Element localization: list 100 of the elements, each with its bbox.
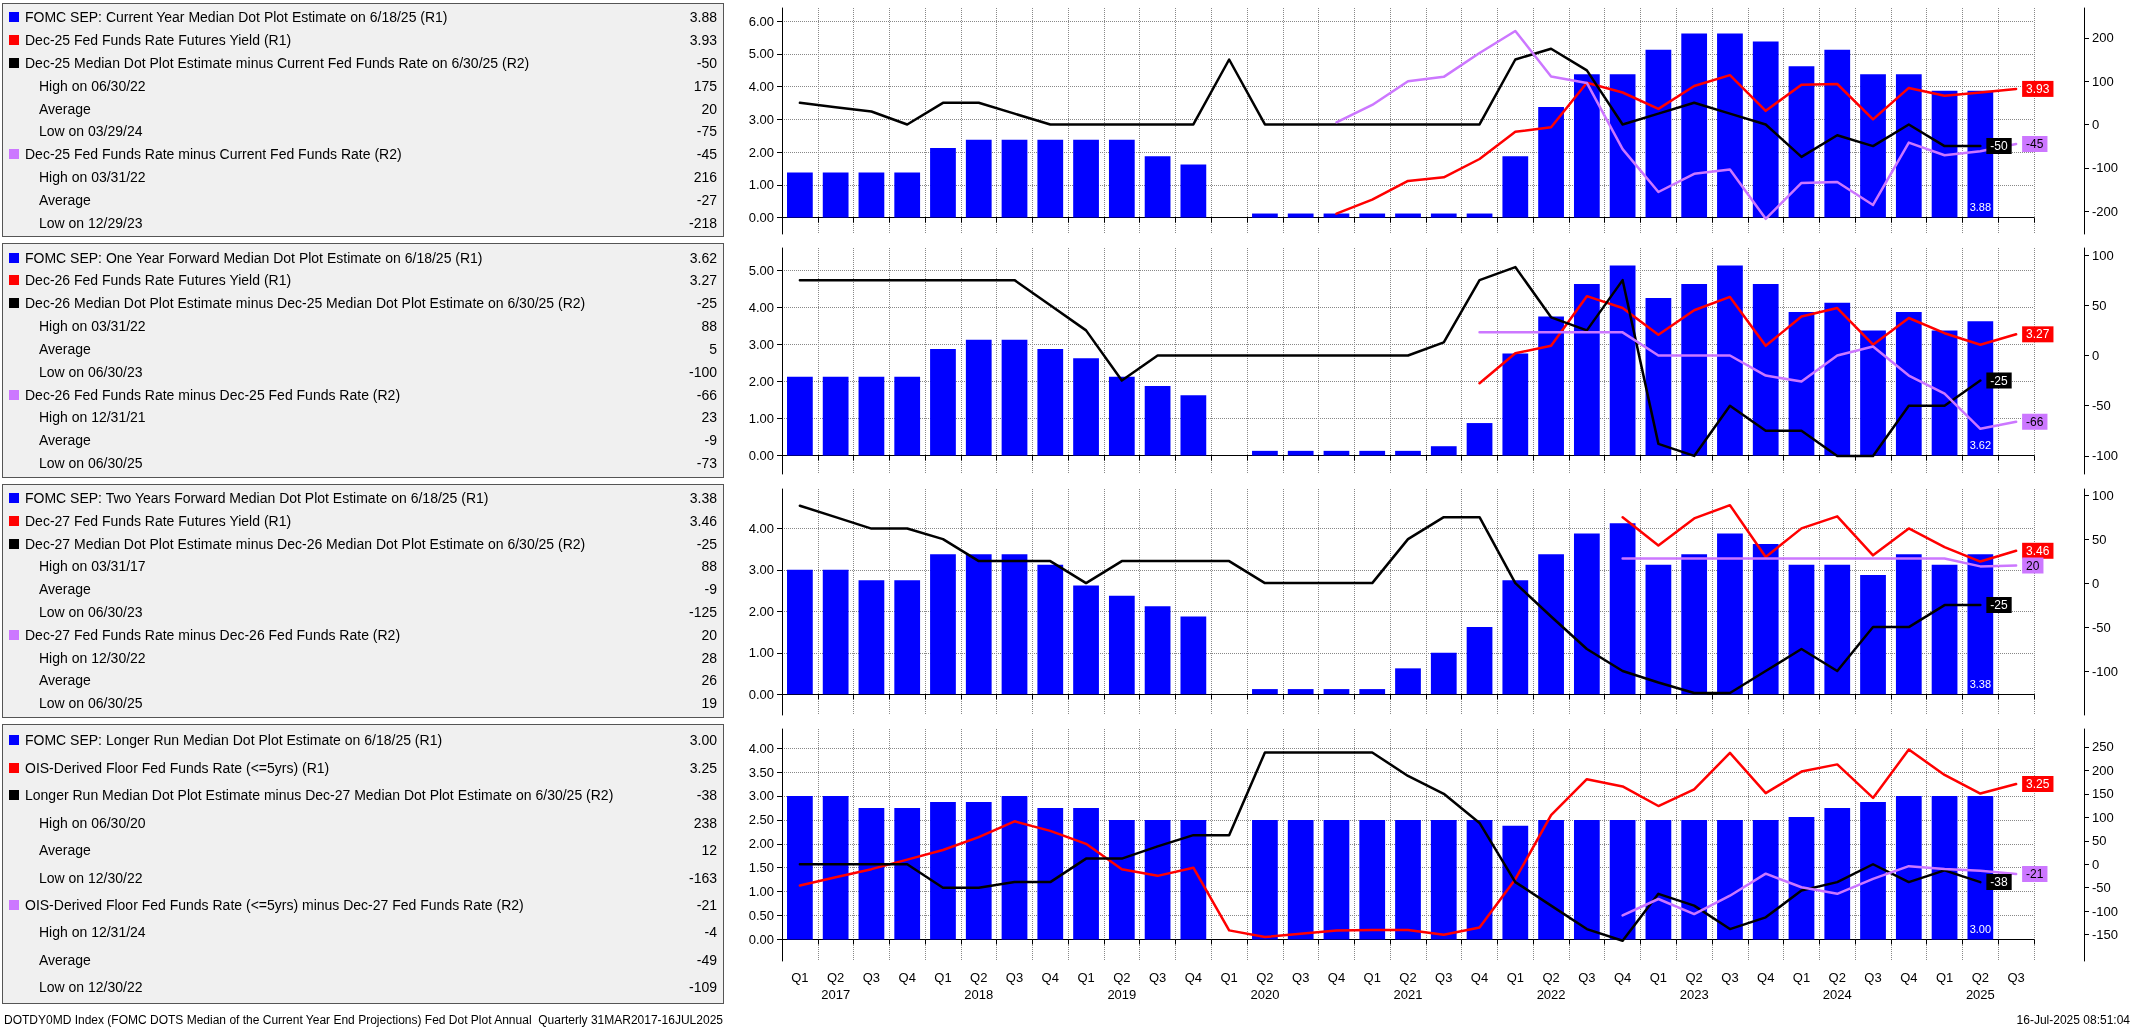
bar xyxy=(1645,564,1672,694)
bar xyxy=(1144,386,1171,456)
text: -4 xyxy=(703,924,717,941)
text: -9 xyxy=(703,581,717,598)
bar xyxy=(1752,543,1779,694)
text: Average xyxy=(39,672,92,689)
bar xyxy=(1752,41,1779,218)
x-tick-label: Q1 xyxy=(1935,969,1954,985)
data-label: -38 xyxy=(1990,874,2009,889)
text: 3.62 xyxy=(689,249,717,266)
text: 20 xyxy=(701,626,717,643)
y2-tick-label: 100 xyxy=(2092,73,2114,89)
x-tick-label: Q1 xyxy=(1363,969,1381,985)
y-tick-label: 0.00 xyxy=(748,931,774,947)
y-tick-label: 3.50 xyxy=(748,764,774,780)
bar xyxy=(1180,616,1207,694)
bar xyxy=(1037,349,1064,456)
bar xyxy=(858,172,885,218)
y2-tick-label: 150 xyxy=(2092,786,2114,802)
y-tick-label: 3.00 xyxy=(748,788,774,804)
bar xyxy=(965,801,992,940)
x-tick-label: Q2 2019 xyxy=(1107,969,1137,1002)
bar xyxy=(1824,807,1851,940)
bar xyxy=(1860,574,1886,694)
bar xyxy=(1860,801,1886,940)
y-tick-label: 1.00 xyxy=(748,177,774,193)
bar xyxy=(1359,819,1386,940)
text: Low on 03/29/24 xyxy=(39,123,144,140)
bar xyxy=(1180,395,1207,456)
legend-label: Dec-25 Fed Funds Rate Futures Yield (R1) xyxy=(25,32,293,49)
text: 28 xyxy=(700,649,717,666)
bar xyxy=(1466,423,1493,456)
legend-label: Dec-26 Fed Funds Rate Futures Yield (R1) xyxy=(25,272,293,289)
y-tick-label: 4.00 xyxy=(748,520,774,536)
bar xyxy=(1037,139,1064,218)
bar xyxy=(1359,213,1386,218)
bar xyxy=(1001,139,1028,218)
bar xyxy=(894,807,921,940)
bar xyxy=(1252,213,1278,218)
x-tick-label: Q3 xyxy=(1721,969,1739,985)
text: Low on 12/29/23 xyxy=(39,214,144,231)
bar xyxy=(1895,312,1922,456)
text: 19 xyxy=(700,695,717,712)
bar xyxy=(1895,74,1922,218)
x-tick-label: Q2 2018 xyxy=(964,969,994,1002)
text: -109 xyxy=(687,979,717,996)
bar xyxy=(1681,33,1708,218)
text: High on 06/30/22 xyxy=(39,77,147,94)
text: Low on 12/30/22 xyxy=(39,979,144,996)
bar xyxy=(1931,330,1958,456)
y-tick-label: 5.00 xyxy=(748,46,774,62)
text: High on 03/31/22 xyxy=(39,318,147,335)
bar xyxy=(1466,213,1493,218)
bar xyxy=(1466,626,1493,694)
bar xyxy=(1895,553,1922,694)
text: -9 xyxy=(703,432,717,449)
bar xyxy=(1717,533,1743,694)
bar xyxy=(1430,819,1457,940)
data-label: 20 xyxy=(2026,558,2040,573)
bar xyxy=(1466,819,1493,940)
text: 3.00 xyxy=(689,732,717,749)
y2-tick-label: 200 xyxy=(2092,762,2114,778)
x-tick-label: Q1 xyxy=(791,969,809,985)
y-tick-label: 1.50 xyxy=(748,859,774,875)
bar xyxy=(822,377,849,456)
bar xyxy=(894,172,921,218)
text: Average xyxy=(39,842,92,859)
y2-tick-label: 250 xyxy=(2092,739,2114,755)
bar xyxy=(1144,605,1171,694)
text: -38 xyxy=(696,787,717,804)
bar xyxy=(1645,49,1672,218)
x-tick-label: Q1 xyxy=(1220,969,1238,985)
legend-label: FOMC SEP: Longer Run Median Dot Plot Estimate on 6/18/25 (R1) xyxy=(25,732,444,749)
bar xyxy=(1287,213,1314,218)
bar xyxy=(1037,807,1064,940)
text: Average xyxy=(39,581,92,598)
data-label: 3.93 xyxy=(2026,81,2050,96)
text: -21 xyxy=(696,896,717,913)
bar xyxy=(1252,688,1278,694)
text: DOTDY0MD Index (FOMC DOTS Median of the Current Year End Projections) Fed Dot Plot Annual Quarterly 31MAR2017-16JUL2025 xyxy=(4,1013,723,1027)
y-tick-label: 0.50 xyxy=(748,907,774,923)
text: -45 xyxy=(696,146,717,163)
text: -100 xyxy=(687,363,717,380)
text: High on 12/31/24 xyxy=(39,924,147,941)
y-tick-label: 4.00 xyxy=(748,79,774,95)
y2-tick-label: -200 xyxy=(2092,203,2119,219)
text: -163 xyxy=(687,869,717,886)
y-tick-label: 1.00 xyxy=(748,644,774,660)
x-tick-label: Q1 xyxy=(1506,969,1524,985)
legend-label: FOMC SEP: One Year Forward Median Dot Plot Estimate on 6/18/25 (R1) xyxy=(25,249,484,266)
x-tick-label: Q3 xyxy=(1578,969,1596,985)
data-label: -50 xyxy=(1990,139,2009,154)
y-tick-label: 3.00 xyxy=(748,561,774,577)
line-series xyxy=(1621,503,2018,563)
bar xyxy=(787,569,813,694)
y2-tick-label: -50 xyxy=(2092,619,2111,635)
bar xyxy=(1824,302,1851,456)
bar xyxy=(1287,819,1314,940)
text: -125 xyxy=(687,603,717,620)
y-tick-label: 5.00 xyxy=(748,262,774,278)
